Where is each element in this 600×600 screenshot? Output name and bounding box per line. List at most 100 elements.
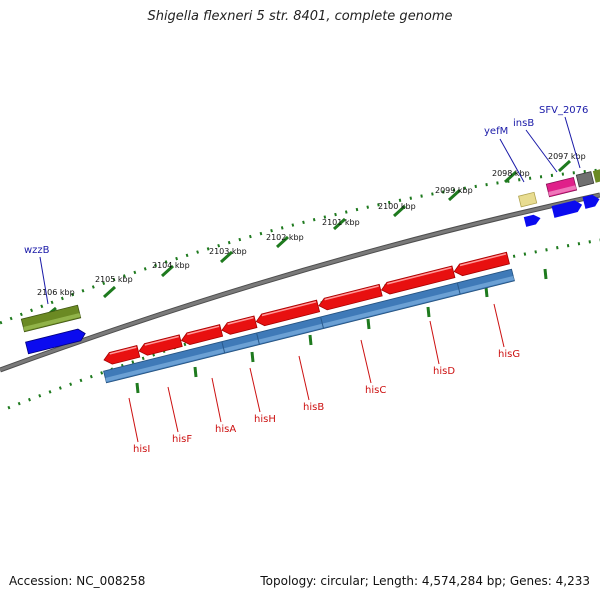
major-tick (308, 334, 313, 346)
label-layer: 2106 kbp 2105 kbp 2104 kbp 2103 kbp 2102 kbp… (24, 105, 588, 455)
cds-divider (221, 341, 226, 354)
gene-hisC (318, 283, 383, 311)
SFV2076-features (575, 169, 600, 188)
gene-SFV-2076 (575, 171, 595, 188)
cds-divider (320, 316, 324, 329)
wzzB-features (20, 304, 82, 333)
gene-label-hisH: hisH (254, 414, 276, 425)
gene-highlight (324, 285, 379, 301)
gene-hisB (255, 299, 321, 327)
gene-next (592, 169, 600, 183)
major-tick (160, 264, 175, 278)
gene-label-hisA: hisA (215, 424, 236, 435)
major-tick (484, 286, 489, 298)
kbp-tick-label: 2102 kbp (266, 233, 304, 242)
leader-line (493, 303, 505, 348)
major-tick (543, 268, 548, 280)
major-tick (392, 204, 407, 218)
map-title: Shigella flexneri 5 str. 8401, complete … (147, 9, 453, 24)
his-gene-arrows (103, 251, 510, 365)
major-tick (447, 188, 462, 202)
major-tick (219, 250, 234, 264)
major-tick (102, 285, 117, 299)
outer-tick-ring (0, 168, 600, 325)
his-cds-bars (103, 268, 515, 384)
leader-line (211, 377, 222, 423)
insB-features (545, 176, 578, 198)
cds-yefM (523, 214, 541, 227)
topology-text: Topology: circular; Length: 4,574,284 bp… (260, 574, 590, 588)
tick-layer (0, 159, 600, 410)
backbone-line (0, 193, 600, 372)
major-tick (250, 351, 255, 363)
leader-line (249, 367, 261, 413)
major-tick (193, 366, 198, 378)
leader-line (128, 397, 139, 443)
gene-hisG (453, 251, 510, 277)
leader-line (298, 355, 310, 401)
kbp-tick-label: 2099 kbp (435, 186, 473, 195)
cds-insB (551, 200, 583, 218)
major-tick (426, 306, 431, 318)
kbp-tick-label: 2104 kbp (152, 261, 190, 270)
leader-line (167, 386, 179, 433)
major-tick (366, 318, 371, 330)
kbp-tick-label: 2100 kbp (378, 202, 416, 211)
major-tick (557, 159, 572, 173)
leader-line (564, 116, 581, 169)
kbp-tick-label: 2101 kbp (322, 218, 360, 227)
gene-wzzB-highlight (23, 312, 81, 331)
cds-wzzB (25, 328, 86, 355)
leader-line (499, 138, 525, 183)
gene-label-hisF: hisF (172, 434, 192, 445)
gene-highlight (261, 301, 317, 317)
insB-cds (551, 200, 583, 218)
gene-highlight (387, 266, 452, 285)
gene-highlight (109, 346, 137, 355)
gene-label-wzzB: wzzB (24, 245, 50, 256)
gene-label-hisI: hisI (133, 444, 150, 455)
backbone-shadow (0, 192, 600, 373)
gene-highlight (459, 253, 507, 267)
gene-label-yefM: yefM (484, 126, 508, 137)
cds-divider (456, 282, 461, 295)
kbp-tick-label: 2097 kbp (548, 152, 586, 161)
SFV2076-cds (582, 194, 600, 209)
leader-line (39, 256, 49, 305)
gene-label-hisG: hisG (498, 349, 520, 360)
gene-label-hisC: hisC (365, 385, 386, 396)
cds-bar-highlight (105, 275, 515, 382)
gene-highlight (144, 335, 179, 346)
cds-SFV-2076 (582, 194, 600, 209)
wzzB-cds (25, 328, 86, 355)
kbp-tick-label: 2105 kbp (95, 275, 133, 284)
gene-label-SFV_2076: SFV_2076 (539, 105, 588, 116)
gene-hisH (221, 315, 258, 335)
major-tick (503, 170, 518, 184)
major-tick (332, 217, 347, 231)
gene-hisI (103, 345, 141, 365)
gene-label-hisD: hisD (433, 366, 455, 377)
gene-label-hisB: hisB (303, 402, 324, 413)
gene-highlight (227, 316, 254, 325)
gene-hisF (138, 334, 183, 356)
accession-text: Accession: NC_008258 (9, 574, 146, 588)
major-tick (135, 382, 140, 394)
gene-hisD (380, 265, 456, 295)
kbp-tick-label: 2103 kbp (209, 247, 247, 256)
gene-label-insB: insB (513, 118, 534, 129)
gene-highlight (187, 325, 220, 336)
gene-yefM (518, 191, 538, 208)
leader-line (429, 320, 440, 365)
leader-line (360, 339, 372, 384)
leader-line (525, 129, 558, 173)
gene-insB-highlight (548, 185, 577, 196)
kbp-tick-label: 2106 kbp (37, 288, 75, 297)
major-tick (275, 235, 290, 249)
feature-layer (20, 169, 600, 384)
gene-hisA (180, 324, 224, 345)
kbp-tick-label: 2098 kbp (492, 169, 530, 178)
yefM-features (518, 191, 538, 208)
cds-divider (256, 332, 260, 345)
